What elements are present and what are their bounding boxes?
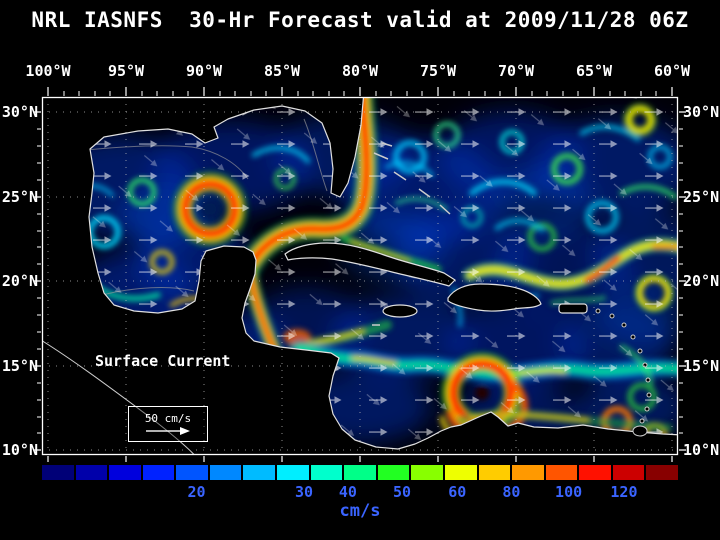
cuba bbox=[284, 242, 456, 287]
colorbar-tick-label: 40 bbox=[338, 483, 357, 501]
colorbar-tick-label: 100 bbox=[555, 483, 583, 501]
colorbar-segment bbox=[176, 465, 208, 480]
colorbar-tick-label: 60 bbox=[448, 483, 467, 501]
colorbar-ticks: 20 30 40 50 60 80 100 120 bbox=[42, 483, 678, 501]
colorbar-segment bbox=[612, 465, 645, 480]
lon-label-70w: 70°W bbox=[497, 62, 535, 80]
lon-label-80w: 80°W bbox=[341, 62, 379, 80]
colorbar-segment bbox=[243, 465, 276, 480]
colorbar-tick-label: 80 bbox=[502, 483, 521, 501]
lon-label-65w: 65°W bbox=[575, 62, 613, 80]
lon-label-75w: 75°W bbox=[419, 62, 457, 80]
colorbar-segment bbox=[411, 465, 443, 480]
colorbar-segment bbox=[545, 465, 578, 480]
colorbar bbox=[42, 465, 678, 480]
colorbar-segment bbox=[444, 465, 477, 480]
colorbar-segment bbox=[579, 465, 611, 480]
jamaica bbox=[382, 304, 418, 318]
map-frame bbox=[41, 96, 679, 456]
lat-label-right-15n: 15°N bbox=[683, 357, 720, 375]
lesser-antilles bbox=[595, 308, 652, 437]
lon-label-85w: 85°W bbox=[263, 62, 301, 80]
axis-ticks bbox=[34, 87, 686, 462]
colorbar-tick-label: 120 bbox=[610, 483, 638, 501]
lon-label-100w: 100°W bbox=[25, 62, 71, 80]
legend-title: Surface Current bbox=[95, 352, 231, 370]
north-central-america bbox=[42, 97, 678, 455]
colorbar-segment bbox=[377, 465, 410, 480]
lon-label-90w: 90°W bbox=[185, 62, 223, 80]
lat-label-left-30n: 30°N bbox=[1, 103, 38, 121]
colorbar-segment bbox=[310, 465, 343, 480]
figure-title: NRL IASNFS 30-Hr Forecast valid at 2009/… bbox=[31, 8, 689, 32]
colorbar-segment bbox=[277, 465, 309, 480]
lat-label-right-30n: 30°N bbox=[683, 103, 720, 121]
lat-label-left-15n: 15°N bbox=[1, 357, 38, 375]
bahamas bbox=[372, 142, 451, 326]
puerto-rico bbox=[558, 303, 588, 314]
colorbar-segment bbox=[75, 465, 108, 480]
colorbar-segment bbox=[344, 465, 376, 480]
lat-label-right-25n: 25°N bbox=[683, 188, 720, 206]
colorbar-segment bbox=[646, 465, 678, 480]
land-masses bbox=[42, 97, 678, 455]
lon-label-95w: 95°W bbox=[107, 62, 145, 80]
colorbar-segment bbox=[142, 465, 175, 480]
scale-box: 50 cm/s bbox=[128, 406, 208, 442]
lat-label-left-10n: 10°N bbox=[1, 441, 38, 459]
colorbar-segment bbox=[478, 465, 511, 480]
colorbar-tick-label: 30 bbox=[295, 483, 314, 501]
colorbar-segment bbox=[209, 465, 242, 480]
lat-label-right-10n: 10°N bbox=[683, 441, 720, 459]
hispaniola bbox=[447, 283, 542, 312]
colorbar-tick-label: 20 bbox=[187, 483, 206, 501]
colorbar-segment bbox=[512, 465, 544, 480]
colorbar-tick-label: 50 bbox=[392, 483, 411, 501]
colorbar-unit: cm/s bbox=[339, 501, 381, 521]
lat-label-left-20n: 20°N bbox=[1, 272, 38, 290]
lat-label-right-20n: 20°N bbox=[683, 272, 720, 290]
scale-arrow-icon bbox=[146, 426, 190, 435]
scale-label: 50 cm/s bbox=[144, 411, 192, 425]
pacific-coastline bbox=[42, 340, 196, 455]
colorbar-segment bbox=[42, 465, 74, 480]
colorbar-segment bbox=[109, 465, 141, 480]
lon-label-60w: 60°W bbox=[653, 62, 691, 80]
lat-label-left-25n: 25°N bbox=[1, 188, 38, 206]
